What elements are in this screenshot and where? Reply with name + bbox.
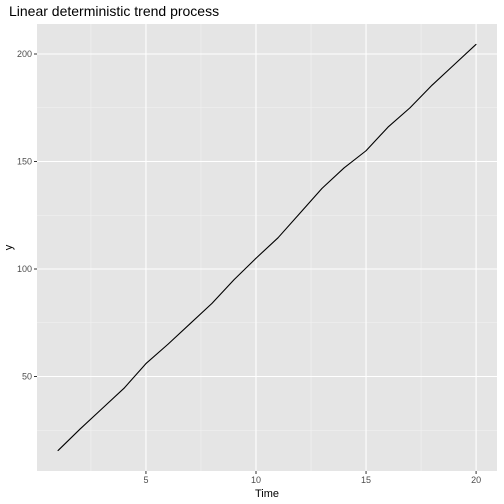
y-tick-label: 100	[17, 264, 32, 274]
data-point	[57, 450, 59, 452]
x-axis-title: Time	[255, 488, 279, 500]
grid	[37, 24, 497, 471]
data-point	[453, 64, 455, 66]
data-point	[145, 363, 147, 365]
data-point	[123, 387, 125, 389]
data-point	[167, 343, 169, 345]
data-point	[189, 323, 191, 325]
data-point	[475, 43, 477, 45]
x-tick-label: 20	[471, 475, 481, 485]
chart-title: Linear deterministic trend process	[9, 3, 219, 19]
x-tick-label: 15	[361, 475, 371, 485]
y-axis: 50 100 150 200	[17, 49, 37, 382]
data-point	[277, 237, 279, 239]
y-tick-label: 200	[17, 49, 32, 59]
series-line	[57, 43, 477, 452]
data-point	[255, 257, 257, 259]
data-point	[431, 84, 433, 86]
data-point	[321, 187, 323, 189]
data-point	[211, 303, 213, 304]
series-layer	[57, 43, 477, 452]
data-point	[387, 126, 389, 128]
data-point	[233, 279, 235, 281]
data-point	[365, 150, 367, 152]
y-tick-label: 150	[17, 156, 32, 166]
data-point	[343, 167, 345, 169]
y-axis-title: y	[3, 244, 15, 250]
x-tick-label: 5	[143, 475, 148, 485]
data-point	[101, 408, 103, 410]
x-tick-label: 10	[251, 475, 261, 485]
data-point	[409, 107, 411, 109]
x-axis: 5 10 15 20	[143, 471, 481, 485]
data-point	[79, 428, 81, 430]
y-tick-label: 50	[22, 372, 32, 382]
data-point	[299, 212, 301, 214]
